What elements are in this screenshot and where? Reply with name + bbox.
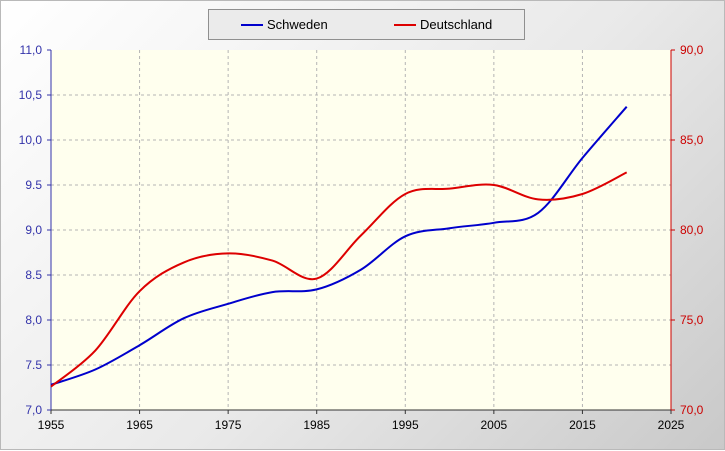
y-left-tick-label: 9,0 xyxy=(25,223,42,237)
x-tick-label: 1975 xyxy=(215,418,242,432)
y-right-tick-label: 80,0 xyxy=(680,223,704,237)
y-left-tick-label: 11,0 xyxy=(20,43,43,57)
x-tick-label: 1985 xyxy=(303,418,330,432)
x-tick-label: 2005 xyxy=(481,418,508,432)
legend-label-deutschland: Deutschland xyxy=(420,17,493,32)
legend-item-deutschland: Deutschland xyxy=(394,10,492,39)
y-right-tick-label: 90,0 xyxy=(680,43,704,57)
legend-item-schweden: Schweden xyxy=(241,10,328,39)
y-left-tick-label: 7.5 xyxy=(25,358,42,372)
series-line-deutschland xyxy=(50,171,628,388)
y-left-tick-label: 7,0 xyxy=(25,403,42,417)
x-tick-label: 2025 xyxy=(658,418,685,432)
y-left-tick-label: 10,0 xyxy=(19,133,43,147)
x-tick-label: 1965 xyxy=(126,418,153,432)
legend-label-schweden: Schweden xyxy=(267,17,328,32)
series-line-schweden xyxy=(50,106,628,386)
x-tick-label: 2015 xyxy=(569,418,596,432)
legend-line-deutschland xyxy=(394,23,416,26)
y-right-tick-label: 75,0 xyxy=(680,313,704,327)
legend-line-schweden xyxy=(241,23,263,26)
y-right-tick-label: 85,0 xyxy=(680,133,704,147)
x-tick-label: 1955 xyxy=(38,418,65,432)
y-left-tick-label: 10,5 xyxy=(19,88,43,102)
y-left-tick-label: 9.5 xyxy=(25,178,42,192)
y-left-tick-label: 8.5 xyxy=(25,268,42,282)
y-right-tick-label: 70,0 xyxy=(680,403,704,417)
y-left-tick-label: 8,0 xyxy=(25,313,42,327)
legend: Schweden Deutschland xyxy=(208,9,525,40)
x-tick-label: 1995 xyxy=(392,418,419,432)
